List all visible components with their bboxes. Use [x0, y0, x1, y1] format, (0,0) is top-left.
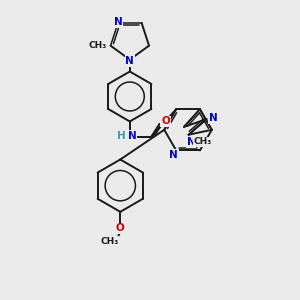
Text: N: N — [113, 17, 122, 27]
Text: N: N — [128, 131, 136, 141]
Text: O: O — [161, 116, 170, 127]
Text: N: N — [125, 56, 134, 66]
Text: N: N — [209, 113, 218, 123]
Text: CH₃: CH₃ — [88, 41, 106, 50]
Text: O: O — [116, 224, 125, 233]
Text: CH₃: CH₃ — [194, 137, 212, 146]
Text: H: H — [117, 131, 126, 141]
Text: CH₃: CH₃ — [100, 237, 119, 246]
Text: N: N — [187, 137, 195, 147]
Text: N: N — [169, 150, 178, 160]
